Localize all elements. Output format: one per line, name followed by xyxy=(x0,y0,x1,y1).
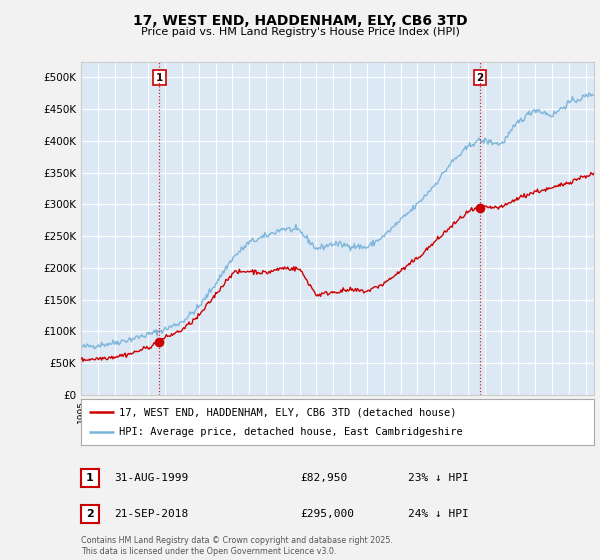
Text: 17, WEST END, HADDENHAM, ELY, CB6 3TD: 17, WEST END, HADDENHAM, ELY, CB6 3TD xyxy=(133,14,467,28)
Text: HPI: Average price, detached house, East Cambridgeshire: HPI: Average price, detached house, East… xyxy=(119,427,463,437)
Text: 31-AUG-1999: 31-AUG-1999 xyxy=(114,473,188,483)
Text: £82,950: £82,950 xyxy=(300,473,347,483)
Text: 23% ↓ HPI: 23% ↓ HPI xyxy=(408,473,469,483)
Text: 2: 2 xyxy=(476,73,484,83)
Text: 2: 2 xyxy=(86,509,94,519)
Text: 24% ↓ HPI: 24% ↓ HPI xyxy=(408,509,469,519)
Text: 1: 1 xyxy=(86,473,94,483)
Text: 17, WEST END, HADDENHAM, ELY, CB6 3TD (detached house): 17, WEST END, HADDENHAM, ELY, CB6 3TD (d… xyxy=(119,407,457,417)
Text: 21-SEP-2018: 21-SEP-2018 xyxy=(114,509,188,519)
Text: Contains HM Land Registry data © Crown copyright and database right 2025.
This d: Contains HM Land Registry data © Crown c… xyxy=(81,536,393,556)
Text: Price paid vs. HM Land Registry's House Price Index (HPI): Price paid vs. HM Land Registry's House … xyxy=(140,27,460,37)
Text: £295,000: £295,000 xyxy=(300,509,354,519)
Text: 1: 1 xyxy=(156,73,163,83)
